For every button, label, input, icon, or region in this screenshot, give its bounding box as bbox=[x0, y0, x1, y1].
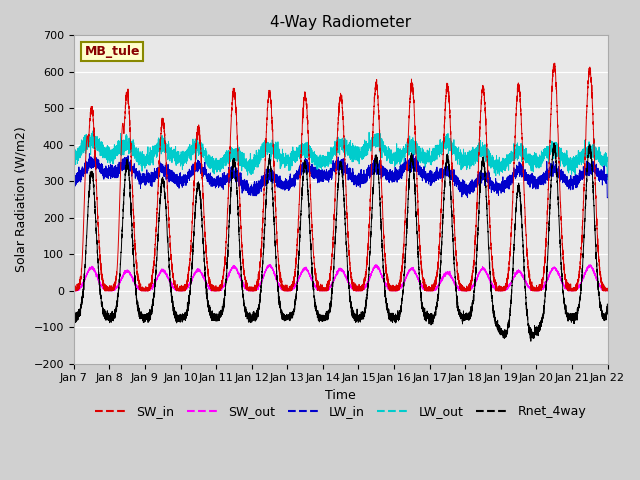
Rnet_4way bbox=[475, 211, 483, 216]
Rnet_4way bbox=[460, 318, 468, 324]
Rnet_4way bbox=[550, 140, 558, 146]
LW_in bbox=[323, 167, 330, 172]
SW_in bbox=[581, 151, 589, 156]
SW_out bbox=[581, 271, 589, 277]
Rnet_4way bbox=[581, 207, 589, 213]
LW_in bbox=[460, 190, 468, 195]
Title: 4-Way Radiometer: 4-Way Radiometer bbox=[270, 15, 412, 30]
Text: MB_tule: MB_tule bbox=[84, 45, 140, 58]
LW_out bbox=[581, 147, 589, 153]
LW_in bbox=[475, 171, 483, 177]
SW_out bbox=[575, 284, 582, 290]
SW_in bbox=[70, 288, 77, 294]
Legend: SW_in, SW_out, LW_in, LW_out, Rnet_4way: SW_in, SW_out, LW_in, LW_out, Rnet_4way bbox=[90, 400, 591, 423]
LW_out bbox=[70, 177, 77, 182]
LW_out bbox=[460, 154, 468, 159]
Rnet_4way bbox=[527, 338, 534, 344]
SW_out bbox=[460, 287, 468, 293]
LW_out bbox=[604, 177, 611, 182]
LW_out bbox=[252, 159, 259, 165]
SW_in bbox=[252, 286, 259, 292]
LW_in bbox=[70, 195, 77, 201]
SW_in bbox=[475, 147, 483, 153]
SW_out bbox=[70, 288, 77, 294]
SW_in bbox=[244, 288, 252, 294]
X-axis label: Time: Time bbox=[325, 389, 356, 402]
Rnet_4way bbox=[323, 309, 330, 314]
SW_out bbox=[323, 287, 330, 293]
Rnet_4way bbox=[604, 301, 611, 307]
LW_in bbox=[581, 169, 589, 175]
Line: SW_in: SW_in bbox=[74, 63, 607, 291]
LW_in bbox=[604, 195, 611, 201]
SW_in bbox=[323, 287, 330, 292]
LW_out bbox=[323, 158, 330, 164]
Line: Rnet_4way: Rnet_4way bbox=[74, 143, 607, 341]
SW_out bbox=[475, 271, 483, 276]
LW_in bbox=[575, 176, 582, 181]
LW_out bbox=[89, 128, 97, 133]
LW_in bbox=[86, 151, 93, 156]
SW_in bbox=[460, 288, 468, 294]
Rnet_4way bbox=[575, 302, 582, 308]
SW_in bbox=[551, 60, 559, 66]
Rnet_4way bbox=[70, 301, 77, 307]
LW_in bbox=[252, 186, 259, 192]
SW_out bbox=[604, 287, 611, 293]
SW_out bbox=[266, 262, 274, 267]
Line: SW_out: SW_out bbox=[74, 264, 607, 291]
SW_in bbox=[604, 288, 611, 294]
Line: LW_out: LW_out bbox=[74, 131, 607, 180]
Y-axis label: Solar Radiation (W/m2): Solar Radiation (W/m2) bbox=[15, 127, 28, 273]
SW_out bbox=[252, 287, 259, 292]
LW_out bbox=[575, 152, 582, 157]
LW_out bbox=[475, 146, 483, 152]
Line: LW_in: LW_in bbox=[74, 154, 607, 198]
SW_in bbox=[575, 275, 582, 280]
Rnet_4way bbox=[252, 316, 259, 322]
